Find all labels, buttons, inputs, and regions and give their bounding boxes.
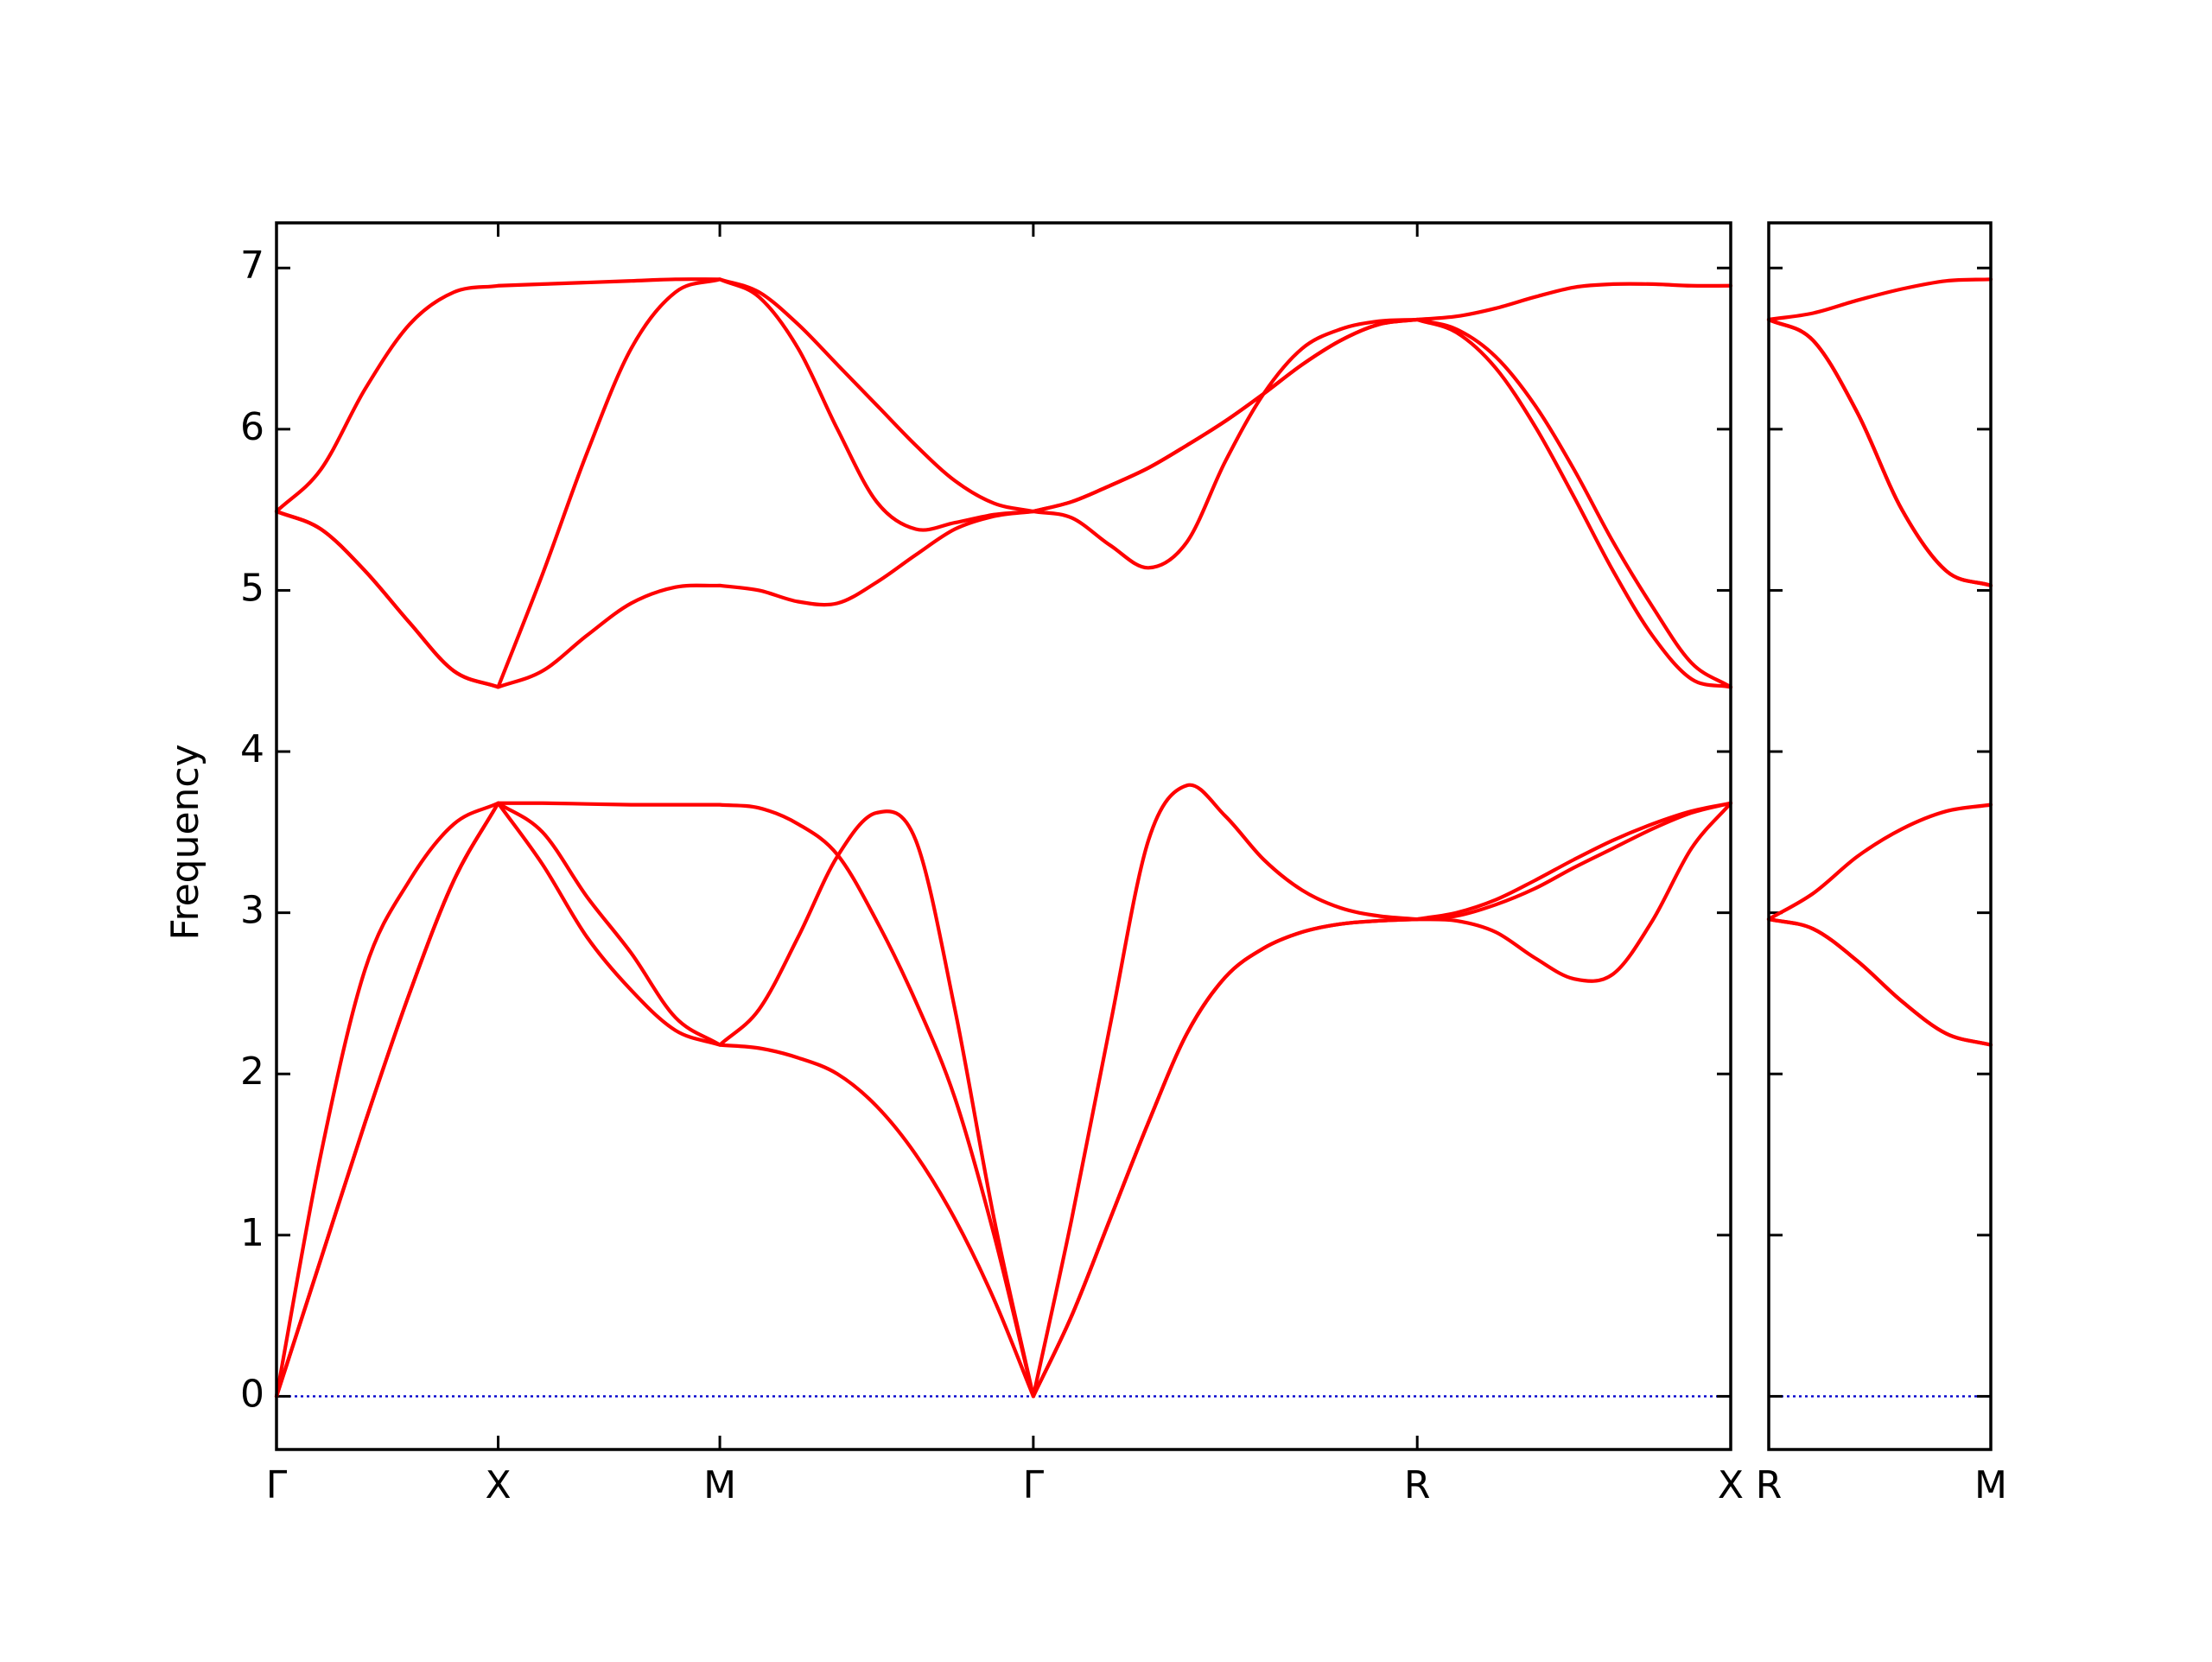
band-line xyxy=(1766,277,1993,322)
x-tick-label: M xyxy=(703,1463,736,1507)
y-tick-label: 3 xyxy=(240,889,264,933)
band-line xyxy=(274,277,1733,689)
y-tick-label: 0 xyxy=(240,1372,264,1416)
x-tick-label: M xyxy=(1974,1463,2007,1507)
band-line xyxy=(274,783,1733,1399)
x-tick-label: X xyxy=(1718,1463,1744,1507)
plot-frame xyxy=(275,221,1732,1451)
band-line xyxy=(1766,317,1993,587)
y-tick-label: 2 xyxy=(240,1050,264,1094)
band-line xyxy=(1766,917,1993,1047)
x-tick-label: Γ xyxy=(1023,1463,1045,1507)
x-tick-label: R xyxy=(1404,1463,1431,1507)
y-tick-label: 4 xyxy=(240,727,264,771)
band-line xyxy=(274,317,1733,689)
y-tick-label: 6 xyxy=(240,405,264,449)
y-axis-label: Frequency xyxy=(163,744,207,940)
band-line xyxy=(1766,802,1993,922)
band-line xyxy=(274,277,1733,514)
plot-frame xyxy=(1767,221,1993,1451)
y-tick-label: 5 xyxy=(240,566,264,610)
x-tick-label: X xyxy=(485,1463,511,1507)
x-tick-label: R xyxy=(1756,1463,1783,1507)
x-tick-label: Γ xyxy=(266,1463,288,1507)
y-tick-label: 1 xyxy=(240,1211,264,1255)
band-line xyxy=(1766,317,1993,587)
y-tick-label: 7 xyxy=(240,244,264,288)
